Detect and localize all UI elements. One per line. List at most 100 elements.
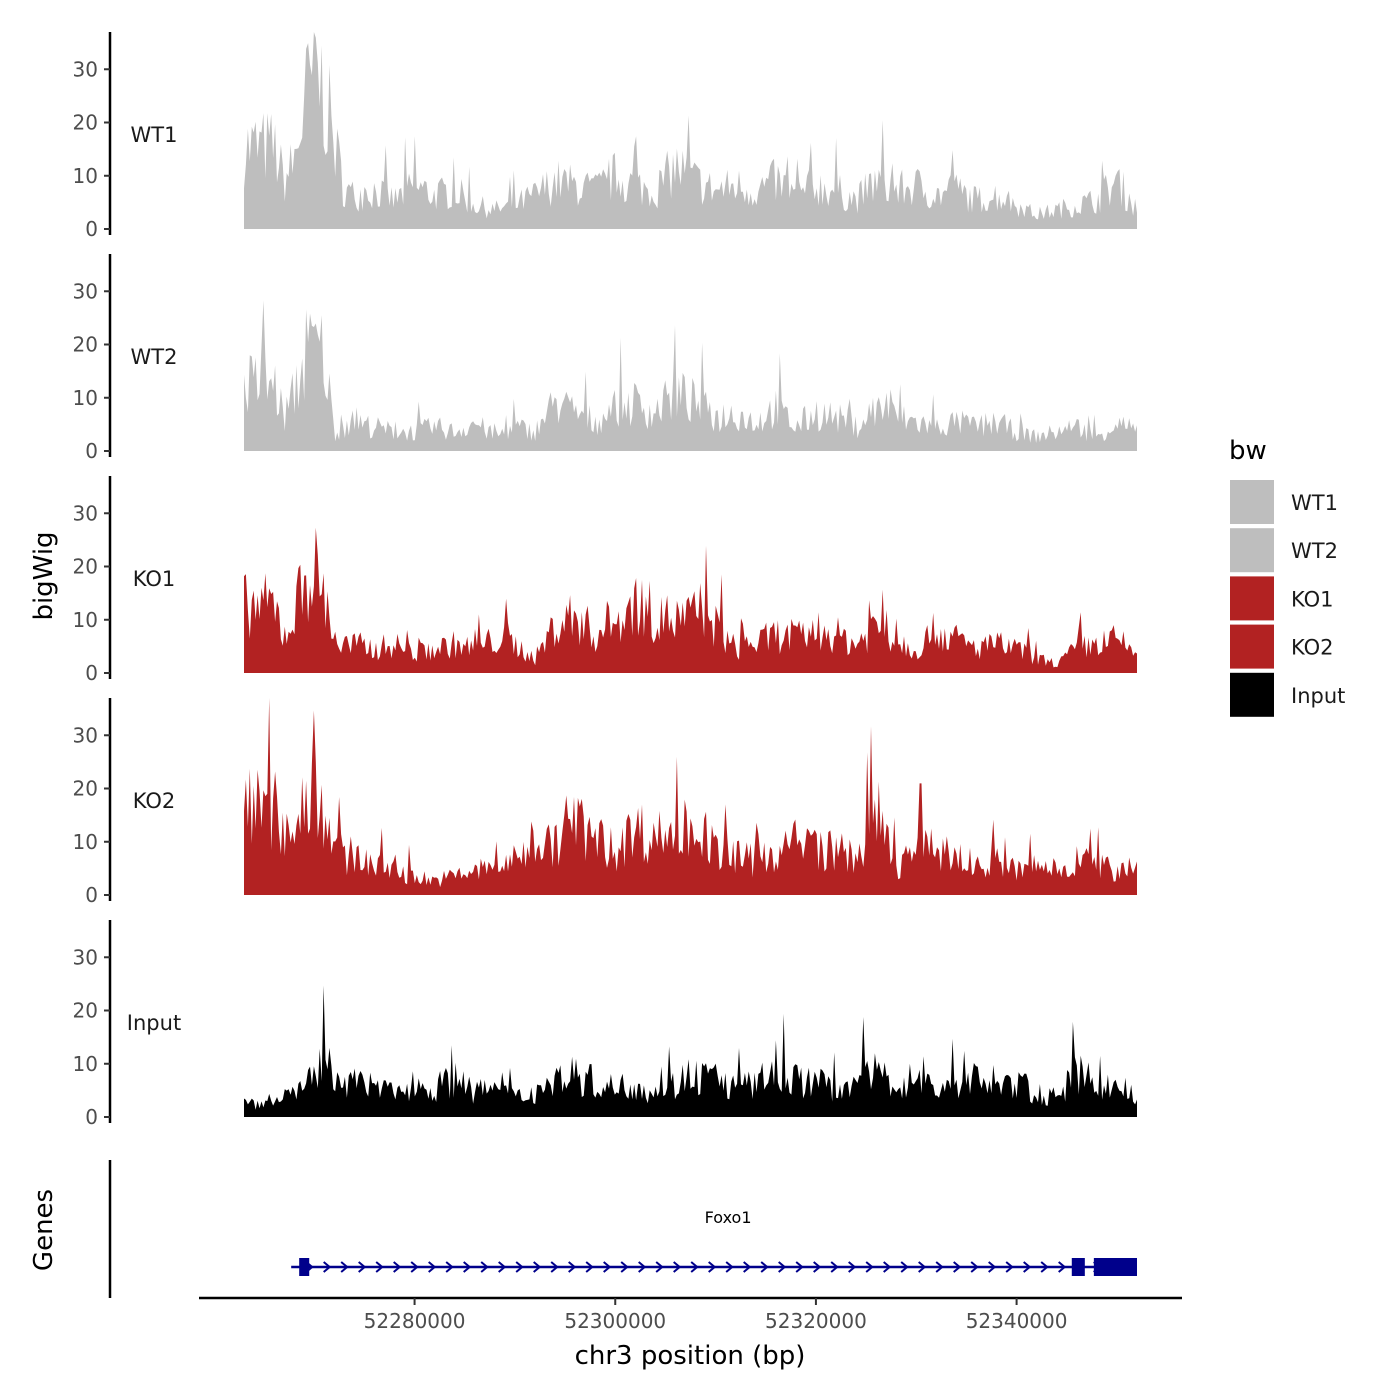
strand-arrow [603, 1261, 612, 1273]
strand-arrow [708, 1261, 717, 1273]
y-tick-label: 0 [85, 1105, 98, 1129]
gene-name-label: Foxo1 [705, 1208, 752, 1227]
y-tick-label: 30 [73, 723, 98, 747]
y-tick-label: 30 [73, 279, 98, 303]
strand-arrow [393, 1261, 402, 1273]
strand-arrow [848, 1261, 857, 1273]
y-tick-label: 10 [73, 1052, 98, 1076]
legend-swatch-ko2 [1230, 624, 1274, 669]
genes-panel: Foxo1 [108, 1160, 1137, 1298]
legend-label-input: Input [1291, 684, 1345, 708]
area-input [244, 985, 1137, 1117]
strand-arrow [865, 1261, 874, 1273]
legend-swatch-wt2 [1230, 528, 1274, 573]
strand-arrow [795, 1261, 804, 1273]
strand-arrow [1023, 1261, 1032, 1273]
strand-arrow [585, 1261, 594, 1273]
strand-arrow [445, 1261, 454, 1273]
strand-arrow [918, 1261, 927, 1273]
exon [1071, 1258, 1085, 1276]
track-label-ko2: KO2 [133, 789, 176, 813]
strand-arrow [900, 1261, 909, 1273]
strand-arrow [760, 1261, 769, 1273]
track-label-wt1: WT1 [131, 123, 178, 147]
strand-arrow [743, 1261, 752, 1273]
y-tick-label: 0 [85, 217, 98, 241]
y-axis-title: bigWig [29, 531, 59, 620]
strand-arrow [1005, 1261, 1014, 1273]
strand-arrow [935, 1261, 944, 1273]
strand-arrow [410, 1261, 419, 1273]
track-wt1: 0 10 20 30 WT1 [73, 32, 1137, 241]
track-ko2: 0 10 20 30 KO2 [73, 698, 1137, 907]
strand-arrow [778, 1261, 787, 1273]
strand-arrow [655, 1261, 664, 1273]
x-tick-label: 52340000 [966, 1309, 1068, 1333]
strand-arrow [550, 1261, 559, 1273]
strand-arrow [1040, 1261, 1049, 1273]
exon [299, 1258, 310, 1276]
strand-arrow [1058, 1261, 1067, 1273]
y-tick-label: 10 [73, 386, 98, 410]
track-wt2: 0 10 20 30 WT2 [73, 254, 1137, 463]
strand-arrow [953, 1261, 962, 1273]
legend-label-wt1: WT1 [1291, 491, 1338, 515]
signal-tracks: 0 10 20 30 WT1 0 10 20 30 WT2 0 10 20 30 KO1 0 10 20 30 KO2… [73, 32, 1137, 1129]
exon [1093, 1258, 1137, 1276]
x-axis-title: chr3 position (bp) [575, 1341, 806, 1371]
strand-arrow [988, 1261, 997, 1273]
strand-arrow [533, 1261, 542, 1273]
strand-arrow [463, 1261, 472, 1273]
legend-label-ko2: KO2 [1291, 636, 1334, 660]
track-label-wt2: WT2 [131, 345, 178, 369]
y-tick-label: 30 [73, 57, 98, 81]
y-tick-label: 20 [73, 777, 98, 801]
y-tick-label: 30 [73, 501, 98, 525]
x-axis: 52280000 52300000 52320000 52340000 [199, 1296, 1182, 1333]
legend-swatch-wt1 [1230, 480, 1274, 524]
x-tick-label: 52280000 [364, 1309, 466, 1333]
strand-arrow [498, 1261, 507, 1273]
strand-arrow [620, 1261, 629, 1273]
strand-arrow [725, 1261, 734, 1273]
y-tick-label: 20 [73, 333, 98, 357]
x-tick-label: 52320000 [765, 1309, 867, 1333]
strand-arrow [358, 1261, 367, 1273]
strand-arrow [690, 1261, 699, 1273]
area-wt1 [244, 32, 1137, 229]
y-tick-label: 0 [85, 883, 98, 907]
y-tick-label: 10 [73, 830, 98, 854]
strand-arrow [673, 1261, 682, 1273]
strand-arrow [970, 1261, 979, 1273]
legend-label-ko1: KO1 [1291, 587, 1334, 611]
strand-arrow [638, 1261, 647, 1273]
y-tick-label: 10 [73, 608, 98, 632]
legend-title: bw [1229, 436, 1267, 466]
area-ko1 [244, 527, 1137, 673]
legend: bw WT1 WT2 KO1 KO2 Input [1229, 436, 1345, 717]
strand-arrow [340, 1261, 349, 1273]
x-tick-label: 52300000 [564, 1309, 666, 1333]
strand-arrow [813, 1261, 822, 1273]
track-ko1: 0 10 20 30 KO1 [73, 476, 1137, 685]
track-label-input: Input [127, 1011, 181, 1035]
strand-arrow [568, 1261, 577, 1273]
y-tick-label: 30 [73, 945, 98, 969]
track-input: 0 10 20 30 Input [73, 920, 1137, 1129]
y-tick-label: 0 [85, 439, 98, 463]
strand-arrow [375, 1261, 384, 1273]
strand-arrow [830, 1261, 839, 1273]
y-tick-label: 20 [73, 999, 98, 1023]
area-wt2 [244, 300, 1137, 451]
strand-arrow [480, 1261, 489, 1273]
strand-arrow [428, 1261, 437, 1273]
legend-label-wt2: WT2 [1291, 539, 1338, 563]
genes-axis-title: Genes [29, 1189, 59, 1271]
strand-arrow [883, 1261, 892, 1273]
legend-swatch-ko1 [1230, 576, 1274, 621]
y-tick-label: 0 [85, 661, 98, 685]
track-label-ko1: KO1 [133, 567, 176, 591]
y-tick-label: 10 [73, 164, 98, 188]
area-ko2 [244, 698, 1137, 895]
